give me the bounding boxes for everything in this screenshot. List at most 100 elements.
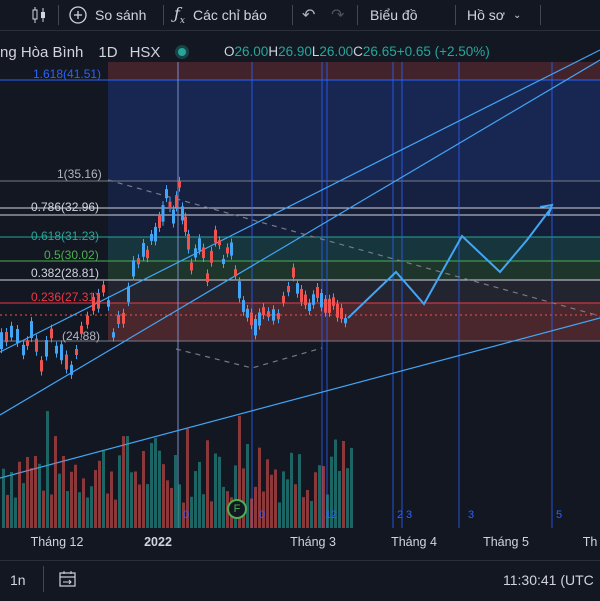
redo-icon[interactable]: ↷ — [331, 7, 345, 24]
calendar-range-icon[interactable] — [58, 570, 78, 591]
volume-bar — [34, 455, 37, 528]
price-chart[interactable] — [0, 31, 600, 531]
volume-bar — [2, 468, 5, 528]
event-marker[interactable]: F — [227, 499, 247, 519]
candle-body — [238, 281, 241, 299]
arrow-head-icon — [539, 203, 554, 217]
volume-bar — [26, 456, 29, 528]
candle-body — [181, 206, 184, 221]
open-key: O — [224, 44, 235, 59]
bottom-bar: 1n 11:30:41 (UTC — [0, 560, 600, 601]
fib-zone — [108, 261, 600, 280]
candle-body — [75, 348, 78, 355]
layout-button[interactable]: Biểu đồ — [370, 7, 418, 23]
profile-button[interactable]: Hồ sơ ⌄ — [467, 0, 521, 30]
volume-bar — [70, 471, 73, 528]
volume-bar — [50, 494, 53, 528]
fib-label-0618: 0.618(31.23) — [31, 229, 100, 243]
candles-icon[interactable] — [30, 0, 48, 30]
volume-bar — [30, 468, 33, 528]
cycle-count: 2 — [396, 509, 404, 521]
volume-bar — [118, 455, 121, 528]
symbol-name[interactable]: ng Hòa Bình — [0, 43, 84, 61]
candle-body — [277, 313, 280, 320]
x-tick-label: Tháng 5 — [483, 535, 529, 549]
range-button[interactable]: 1n — [10, 572, 26, 588]
volume-bar — [294, 484, 297, 528]
candle-body — [296, 283, 299, 294]
candle-body — [336, 303, 339, 318]
high-value: 26.90 — [278, 44, 312, 59]
compare-button[interactable]: So sánh — [68, 0, 146, 30]
interval-label[interactable]: 1D — [98, 43, 118, 61]
candle-body — [55, 345, 58, 354]
volume-bar — [322, 466, 325, 528]
candle-body — [262, 307, 265, 316]
volume-bar — [350, 447, 353, 528]
candle-body — [320, 292, 323, 308]
volume-bar — [218, 456, 221, 528]
candle-body — [30, 321, 33, 338]
trend-drawings — [347, 203, 554, 319]
dashed-trend-line — [175, 347, 323, 369]
candle-body — [80, 325, 83, 334]
candle-body — [26, 340, 29, 346]
volume-bar — [18, 461, 21, 528]
projection-path — [347, 206, 553, 319]
volume-bar — [66, 491, 69, 528]
volume-bar — [338, 470, 341, 528]
candle-body — [328, 298, 331, 313]
candle-body — [198, 238, 201, 251]
volume-bar — [242, 468, 245, 528]
undo-icon[interactable]: ↶ — [302, 7, 316, 24]
fibonacci-zones — [0, 62, 600, 342]
volume-bar — [190, 496, 193, 528]
candle-body — [287, 285, 290, 293]
candle-body — [308, 302, 311, 311]
volume-bar — [214, 453, 217, 528]
compare-label: So sánh — [95, 7, 147, 23]
volume-bar — [262, 491, 265, 528]
fib-label-05: 0.5(30.02) — [44, 248, 99, 262]
fx-icon: ƒx — [174, 3, 185, 27]
low-key: L — [311, 44, 320, 59]
volume-bar — [150, 442, 153, 528]
candle-body — [282, 295, 285, 303]
low-value: 26.00 — [319, 44, 354, 59]
x-tick-label: Tháng 12 — [30, 535, 84, 549]
candle-body — [312, 294, 315, 305]
volume-bar — [202, 494, 205, 528]
volume-bar — [170, 487, 173, 528]
volume-bar — [274, 469, 277, 528]
candle-body — [65, 354, 68, 370]
volume-bar — [114, 499, 117, 528]
volume-bar — [234, 465, 237, 528]
candle-body — [222, 258, 225, 264]
channel-line — [0, 317, 600, 479]
close-value: 26.65 — [362, 44, 397, 59]
volume-bar — [130, 472, 133, 528]
volume-bar — [6, 494, 9, 528]
volume-bar — [158, 450, 161, 528]
volume-bar — [290, 452, 293, 528]
indicators-button[interactable]: ƒx Các chỉ báo — [174, 0, 267, 30]
candle-body — [60, 344, 63, 361]
volume-bar — [306, 489, 309, 528]
volume-bar — [286, 479, 289, 528]
clock-time[interactable]: 11:30:41 (UTC — [503, 572, 594, 588]
candle-body — [16, 328, 19, 343]
volume-bar — [126, 436, 129, 528]
status-dot-icon — [178, 48, 187, 56]
candle-body — [190, 262, 193, 271]
candle-body — [172, 209, 175, 224]
candle-body — [178, 180, 181, 188]
volume-bar — [110, 471, 113, 528]
candle-body — [304, 294, 307, 306]
volume-bar — [142, 450, 145, 528]
volume-bar — [210, 501, 213, 528]
x-tick-label: Tháng 4 — [391, 535, 437, 549]
volume-bar — [198, 461, 201, 528]
candle-body — [154, 226, 157, 242]
candle-body — [5, 331, 8, 343]
candle-body — [234, 269, 237, 277]
